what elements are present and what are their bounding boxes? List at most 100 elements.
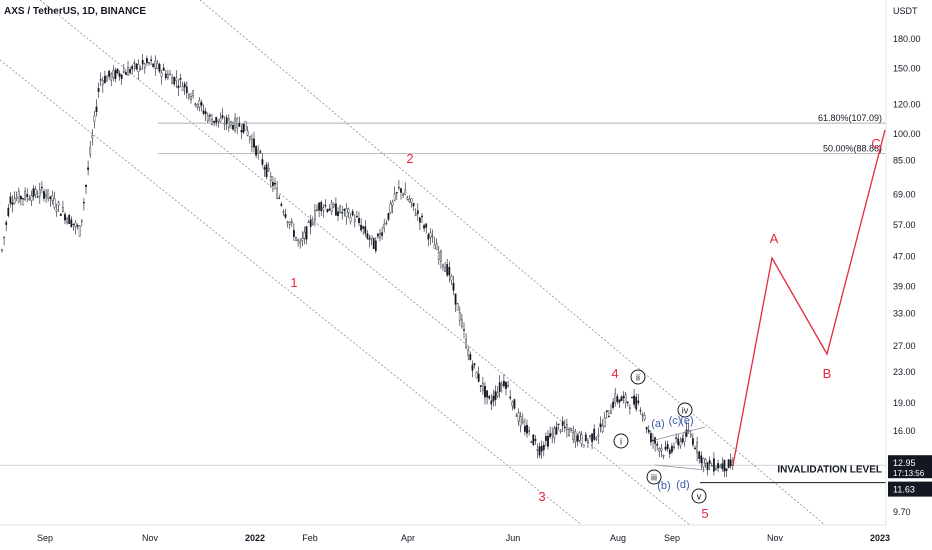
- wave-label-primary: 2: [406, 151, 413, 166]
- candle-body: [177, 85, 180, 89]
- wave-circle: [613, 433, 629, 449]
- candle-body: [551, 433, 554, 436]
- candle-body: [542, 444, 545, 451]
- x-tick-label: Apr: [401, 533, 415, 543]
- candle-body: [479, 385, 482, 387]
- candle-body: [148, 62, 150, 64]
- y-tick-label: 180.00: [893, 34, 921, 44]
- y-tick-label: 57.00: [893, 220, 916, 230]
- candle-body: [400, 188, 402, 193]
- candle-body: [645, 427, 648, 430]
- candle-body: [452, 282, 455, 291]
- projection-path: [732, 129, 886, 466]
- candle-body: [532, 434, 535, 445]
- candle-body: [414, 213, 417, 216]
- candle-body: [360, 224, 362, 231]
- candle-body: [538, 446, 541, 456]
- wave-label-primary: 1: [290, 275, 297, 290]
- candle-body: [444, 267, 446, 272]
- y-tick-label: 16.00: [893, 426, 916, 436]
- candle-body: [295, 237, 297, 241]
- candle-body: [624, 394, 627, 403]
- candle-body: [173, 76, 176, 85]
- currency-label: USDT: [893, 6, 918, 16]
- candle-body: [698, 451, 701, 459]
- candle-body: [381, 232, 383, 236]
- candle-body: [706, 462, 709, 471]
- x-tick-label: Aug: [610, 533, 626, 543]
- candle-body: [240, 130, 243, 133]
- descending-channel: [0, 0, 826, 526]
- candle-body: [463, 329, 465, 331]
- candle-body: [213, 120, 215, 123]
- candle-body: [112, 69, 115, 79]
- candle-body: [671, 445, 673, 453]
- candle-body: [599, 423, 602, 427]
- wave-label-sub: (a): [651, 418, 664, 430]
- candle-body: [204, 111, 207, 115]
- candle-body: [118, 73, 121, 77]
- x-tick-label: Sep: [664, 533, 680, 543]
- x-tick-label: Jun: [506, 533, 521, 543]
- y-tick-label: 100.00: [893, 129, 921, 139]
- candle-body: [477, 373, 480, 382]
- candle-body: [307, 221, 310, 224]
- candle-body: [469, 354, 472, 361]
- candle-body: [349, 217, 352, 222]
- candle-body: [618, 399, 621, 403]
- candle-body: [662, 455, 665, 457]
- y-tick-label: 19.00: [893, 398, 916, 408]
- candle-body: [549, 433, 552, 438]
- candle-body: [169, 73, 171, 76]
- x-tick-label: Nov: [767, 533, 784, 543]
- candle-body: [108, 70, 111, 77]
- candle-body: [236, 118, 239, 129]
- y-tick-label: 33.00: [893, 309, 916, 319]
- candle-body: [238, 123, 241, 127]
- candle-body: [311, 222, 314, 225]
- candle-body: [299, 241, 302, 244]
- wedge-line: [654, 464, 706, 471]
- wave-label-primary: 5: [701, 506, 708, 521]
- candle-body: [471, 364, 474, 371]
- candle-body: [143, 63, 146, 69]
- candle-body: [637, 400, 640, 403]
- candle-body: [196, 103, 199, 108]
- candle-body: [301, 238, 304, 241]
- candle-body: [269, 176, 272, 182]
- candle-body: [145, 58, 148, 64]
- candle-body: [166, 74, 169, 79]
- candle-body: [383, 223, 386, 229]
- candle-body: [536, 449, 539, 451]
- candle-body: [379, 232, 381, 238]
- countdown-value: 17:13:56: [893, 469, 925, 478]
- candle-body: [406, 197, 409, 200]
- time-axis[interactable]: Sep Nov 2022 Feb Apr Jun Aug Sep Nov 2023: [0, 524, 890, 543]
- y-tick-label: 120.00: [893, 100, 921, 110]
- wave-label-sub: (b): [657, 480, 670, 492]
- wave-circle: [630, 369, 646, 385]
- candle-body: [689, 434, 692, 437]
- candle-body: [328, 208, 331, 211]
- candle-body: [282, 211, 285, 213]
- candle-body: [631, 396, 633, 399]
- candle-body: [433, 244, 436, 249]
- candle-body: [38, 189, 41, 197]
- candle-body: [351, 211, 354, 216]
- candle-body: [683, 432, 686, 443]
- invalidation-label: INVALIDATION LEVEL: [777, 465, 882, 476]
- candle-body: [429, 232, 432, 238]
- candle-body: [587, 440, 589, 443]
- candle-body: [372, 238, 375, 249]
- candle-body: [244, 120, 247, 131]
- candle-body: [160, 72, 163, 77]
- candle-body: [356, 216, 358, 218]
- chart-title: AXS / TetherUS, 1D, BINANCE: [4, 6, 147, 17]
- candle-body: [385, 222, 388, 225]
- candle-body: [97, 88, 100, 92]
- candle-body: [498, 382, 501, 392]
- candle-body: [64, 214, 66, 221]
- wave-label-sub: (c): [669, 415, 682, 427]
